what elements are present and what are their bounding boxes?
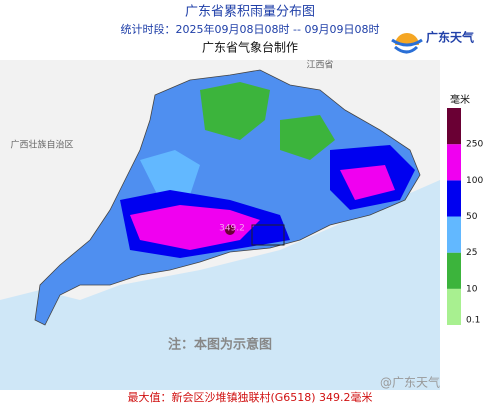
legend-swatch — [447, 180, 461, 217]
logo-sun — [395, 33, 419, 45]
max-rain-spot — [225, 225, 235, 235]
watermark: @广东天气 — [380, 375, 440, 390]
rain-area-green — [280, 115, 335, 160]
legend-swatch — [447, 288, 461, 325]
rain-area-magenta — [130, 205, 260, 250]
title: 广东省累积雨量分布图 — [185, 5, 315, 20]
note: 注：本图为示意图 — [168, 337, 272, 353]
legend-unit: 毫米 — [450, 93, 470, 106]
pearl-river-box — [251, 224, 285, 246]
legend-tick-label: 100 — [466, 176, 483, 186]
legend-tick-label: 250 — [466, 140, 483, 150]
rain-area-green — [200, 82, 270, 140]
sea — [0, 180, 440, 390]
region-label: 广西壮族自治区 — [10, 139, 73, 151]
rain-area-magenta — [340, 165, 395, 200]
max-label: 349.2 — [219, 224, 245, 234]
region-label: 江西省 — [306, 59, 333, 71]
legend-swatch — [447, 144, 461, 181]
legend-tick-label: 0.1 — [466, 316, 480, 326]
logo-wave — [391, 38, 423, 54]
legend-swatch — [447, 252, 461, 289]
legend-swatch — [447, 216, 461, 253]
max-value: 最大值：新会区沙堆镇独联村(G6518) 349.2毫米 — [127, 390, 372, 404]
legend-swatch — [447, 108, 461, 145]
logo-text: 广东天气 — [426, 30, 474, 45]
rain-area-lightblue — [140, 150, 200, 200]
legend-tick-label: 25 — [466, 248, 477, 258]
period: 统计时段：2025年09月08日08时 -- 09月09日08时 — [121, 22, 380, 36]
legend-tick-label: 10 — [466, 284, 478, 294]
producer: 广东省气象台制作 — [202, 40, 298, 55]
legend-tick-label: 50 — [466, 212, 478, 222]
